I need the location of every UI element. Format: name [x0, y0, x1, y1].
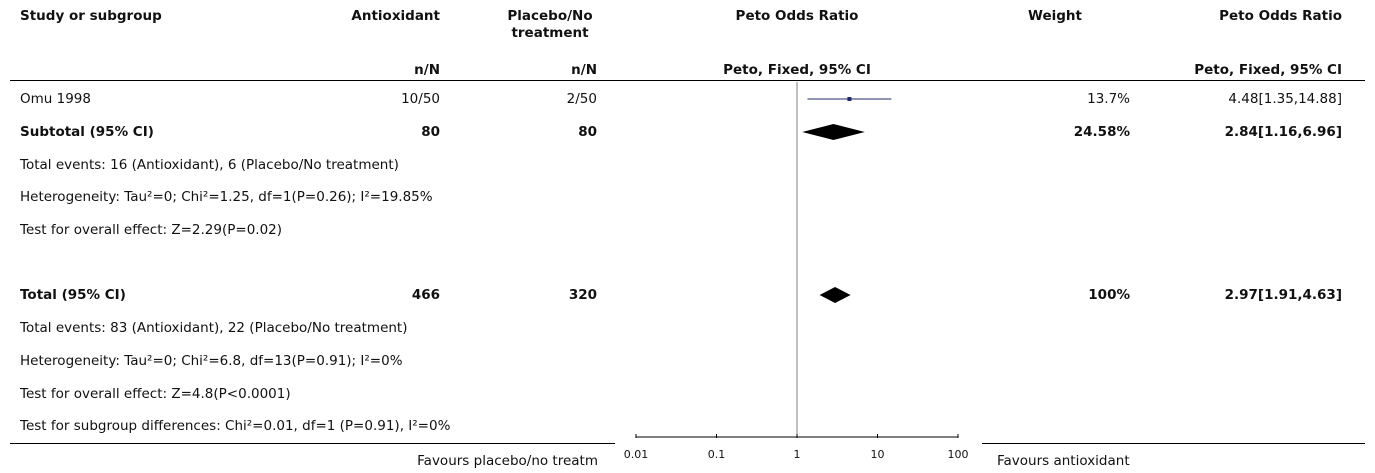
x-axis-tick-label: 0.1 [708, 448, 726, 461]
header-method-2: Peto, Fixed, 95% CI [1194, 62, 1342, 78]
x-axis-tick-label: 1 [794, 448, 801, 461]
header-antioxidant: Antioxidant [351, 8, 440, 24]
total-label: Total (95% CI) [20, 287, 126, 303]
bottom-rule-left [10, 443, 615, 444]
total-ci: 2.97[1.91,4.63] [1224, 287, 1342, 303]
subtotal-placebo: 80 [578, 124, 597, 140]
total-antioxidant: 466 [411, 287, 440, 303]
x-axis-tick-label: 10 [871, 448, 885, 461]
study-point-estimate [847, 97, 852, 101]
x-axis-tick-label: 0.01 [624, 448, 649, 461]
subgroup-differences: Test for subgroup differences: Chi²=0.01… [20, 418, 451, 434]
subtotal-ci: 2.84[1.16,6.96] [1224, 124, 1342, 140]
header-n1: n/N [414, 62, 440, 78]
header-study: Study or subgroup [20, 8, 162, 24]
study-ci: 4.48[1.35,14.88] [1228, 91, 1342, 107]
total-events: Total events: 83 (Antioxidant), 22 (Plac… [20, 320, 408, 336]
study-name: Omu 1998 [20, 91, 91, 107]
header-rule [10, 80, 1365, 81]
study-antioxidant: 10/50 [401, 91, 440, 107]
subtotal-weight: 24.58% [1073, 124, 1130, 140]
header-n2: n/N [571, 62, 597, 78]
header-peto-or: Peto Odds Ratio [735, 8, 859, 24]
header-weight: Weight [1028, 8, 1082, 24]
subtotal-events: Total events: 16 (Antioxidant), 6 (Place… [20, 157, 399, 173]
subtotal-label: Subtotal (95% CI) [20, 124, 154, 140]
total-placebo: 320 [568, 287, 597, 303]
total-overall-effect: Test for overall effect: Z=4.8(P<0.0001) [20, 386, 291, 402]
header-placebo-line1: Placebo/No [507, 8, 593, 24]
subtotal-overall-effect: Test for overall effect: Z=2.29(P=0.02) [20, 222, 283, 238]
bottom-rule-right [982, 443, 1365, 444]
total-diamond [819, 287, 851, 303]
study-weight: 13.7% [1087, 91, 1130, 107]
header-method: Peto, Fixed, 95% CI [723, 62, 871, 78]
total-heterogeneity: Heterogeneity: Tau²=0; Chi²=6.8, df=13(P… [20, 353, 403, 369]
x-axis-tick-label: 100 [948, 448, 969, 461]
subtotal-heterogeneity: Heterogeneity: Tau²=0; Chi²=1.25, df=1(P… [20, 189, 433, 205]
subtotal-diamond [802, 124, 865, 140]
header-peto-or-2: Peto Odds Ratio [1219, 8, 1342, 24]
total-weight: 100% [1088, 287, 1130, 303]
header-placebo-line2: treatment [511, 25, 589, 41]
study-placebo: 2/50 [566, 91, 597, 107]
favours-left-label: Favours placebo/no treatm [417, 453, 598, 469]
subtotal-antioxidant: 80 [421, 124, 440, 140]
favours-right-label: Favours antioxidant [997, 453, 1130, 469]
